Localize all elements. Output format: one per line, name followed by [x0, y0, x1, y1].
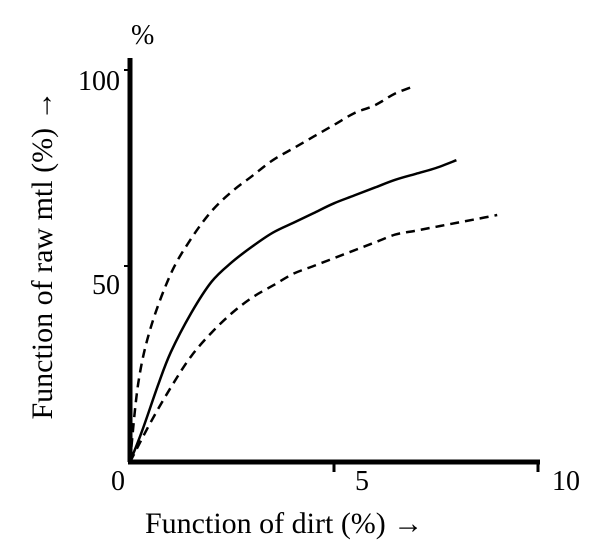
axes	[127, 58, 540, 465]
series-line-1-dashed	[128, 84, 417, 463]
x-tick-label: 0	[111, 466, 125, 497]
y-unit-label: %	[131, 20, 154, 51]
series-line-3-dashed	[128, 213, 498, 463]
x-tick-label: 10	[552, 466, 580, 497]
y-axis-label: Function of raw mtl (%) →	[26, 90, 59, 419]
y-tick-label: 50	[92, 270, 120, 301]
series-line-2-solid	[128, 159, 457, 463]
x-axis-label: Function of dirt (%) →	[145, 507, 423, 540]
series-group	[128, 84, 498, 463]
ticks-group: 0 5 10 50 100	[78, 66, 580, 497]
y-tick-label: 100	[78, 66, 120, 97]
x-tick-label: 5	[355, 466, 369, 497]
